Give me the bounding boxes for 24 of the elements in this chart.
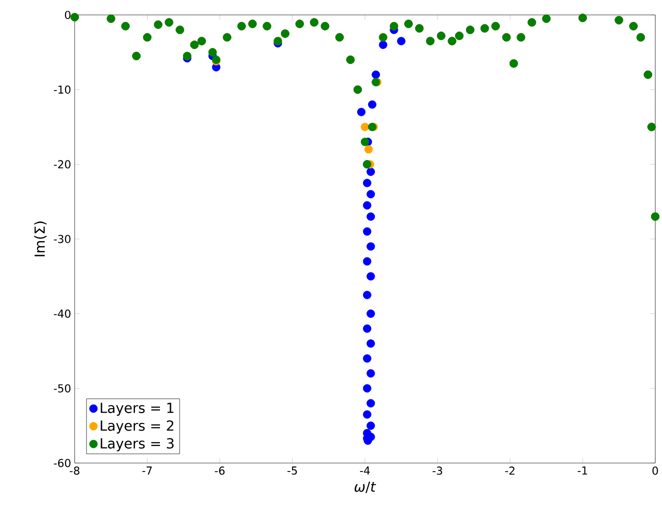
legend-label: Layers = 1: [100, 402, 174, 416]
y-tick-label: 0: [64, 10, 70, 20]
x-tick-label: -8: [70, 466, 80, 475]
x-tick-label: 0: [652, 466, 658, 475]
point: [360, 138, 370, 146]
y-tick-label: -60: [54, 458, 70, 468]
y-tick-label: -50: [54, 384, 70, 393]
x-tick-label: -3: [432, 466, 442, 475]
y-tick-label: -20: [54, 160, 70, 169]
y-axis-title: Im(Σ): [34, 222, 47, 256]
x-tick-label: -1: [578, 466, 588, 475]
y-tick-label: -10: [54, 86, 70, 94]
point: [360, 122, 370, 132]
x-tick-label: -5: [287, 466, 297, 475]
x-axis-title: ω/t: [354, 482, 376, 494]
point: [364, 145, 373, 154]
legend-label: Layers = 3: [100, 438, 174, 452]
x-tick-label: -2: [505, 466, 514, 475]
x-tick-label: -6: [214, 466, 225, 475]
y-tick-label: -40: [54, 310, 70, 318]
x-tick-label: -4: [360, 466, 370, 475]
x-tick-label: -7: [142, 466, 152, 475]
y-tick-label: -30: [54, 234, 70, 244]
legend-label: Layers = 2: [100, 420, 174, 434]
